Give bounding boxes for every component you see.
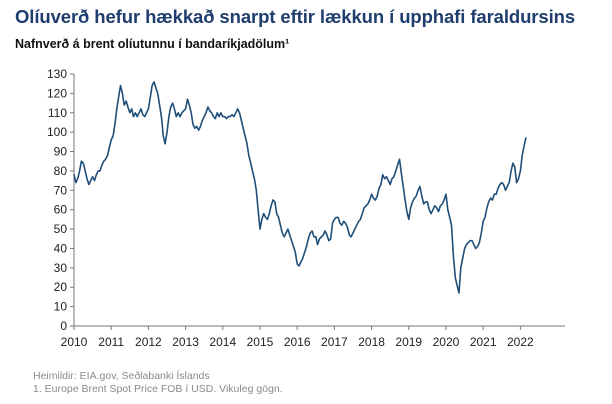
x-tick-label: 2011 xyxy=(98,335,124,349)
x-tick-label: 2017 xyxy=(321,335,348,349)
y-tick-label: 90 xyxy=(54,145,68,159)
x-tick-label: 2012 xyxy=(135,335,162,349)
series-line xyxy=(73,81,527,294)
x-tick-label: 2019 xyxy=(395,335,422,349)
y-tick-label: 10 xyxy=(54,300,68,314)
y-tick-label: 50 xyxy=(54,222,68,236)
x-tick-label: 2022 xyxy=(507,335,534,349)
x-tick-label: 2010 xyxy=(61,335,88,349)
y-tick-label: 110 xyxy=(48,106,67,120)
y-tick-label: 130 xyxy=(47,67,67,81)
x-tick-label: 2021 xyxy=(470,335,497,349)
series-group xyxy=(73,81,527,294)
x-tick-label: 2013 xyxy=(172,335,199,349)
y-tick-label: 40 xyxy=(54,241,68,255)
x-tick-label: 2015 xyxy=(247,335,274,349)
x-tick-label: 2020 xyxy=(433,335,460,349)
y-axis: 0 10 20 30 40 50 60 70 80 90 100 110 120 130 xyxy=(47,67,75,333)
x-axis: 2010 2011 2012 2013 2014 2015 2016 2017 2018 2019… xyxy=(61,325,565,349)
x-tick-label: 2016 xyxy=(284,335,311,349)
y-tick-label: 20 xyxy=(54,280,68,294)
line-chart: 0 10 20 30 40 50 60 70 80 90 100 110 120 130 2010 2011… xyxy=(47,67,565,349)
y-tick-label: 70 xyxy=(54,183,68,197)
y-tick-label: 80 xyxy=(54,164,68,178)
source-note: Heimildir: EIA.gov, Seðlabanki Íslands 1… xyxy=(33,370,283,396)
x-tick-label: 2018 xyxy=(358,335,385,349)
source-line-2: 1. Europe Brent Spot Price FOB í USD. Vi… xyxy=(33,383,283,395)
source-line-1: Heimildir: EIA.gov, Seðlabanki Íslands xyxy=(33,370,210,382)
chart-subtitle: Nafnverð á brent olíutunnu í bandaríkjad… xyxy=(15,37,290,51)
y-tick-label: 30 xyxy=(54,261,68,275)
y-tick-label: 120 xyxy=(47,86,67,100)
y-tick-label: 0 xyxy=(60,319,67,333)
y-tick-label: 100 xyxy=(47,125,67,139)
x-tick-label: 2014 xyxy=(209,335,236,349)
y-tick-label: 60 xyxy=(54,203,68,217)
chart-title: Olíuverð hefur hækkað snarpt eftir lækku… xyxy=(15,6,576,27)
